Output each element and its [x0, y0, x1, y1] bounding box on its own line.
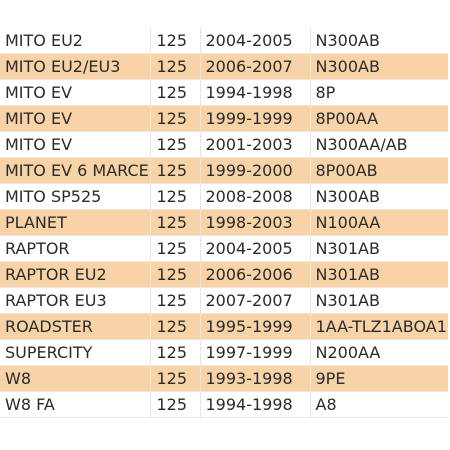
- displacement-cell: 125: [150, 131, 201, 158]
- model-table: MITO EU2 125 2004-2005 N300AB MITO EU2/EU3 12…: [0, 28, 448, 418]
- table-row: MITO EV 6 MARCE 125 1999-2000 8P00AB: [0, 157, 448, 184]
- engine-code-cell: N300AB: [310, 28, 448, 54]
- displacement-cell: 125: [150, 287, 201, 314]
- table-row: MITO EU2 125 2004-2005 N300AB: [0, 28, 448, 54]
- model-cell: RAPTOR EU3: [0, 287, 151, 314]
- years-cell: 2007-2007: [200, 287, 311, 314]
- model-cell: W8: [0, 365, 151, 392]
- engine-code-cell: 8P00AA: [310, 105, 448, 132]
- engine-code-cell: 9PE: [310, 365, 448, 392]
- model-cell: MITO EV: [0, 79, 151, 106]
- years-cell: 1994-1998: [200, 79, 311, 106]
- model-cell: SUPERCITY: [0, 339, 151, 366]
- displacement-cell: 125: [150, 183, 201, 210]
- engine-code-cell: 1AA-TLZ1ABOA1: [310, 313, 448, 340]
- engine-code-cell: A8: [310, 391, 448, 418]
- model-cell: MITO EV: [0, 105, 151, 132]
- engine-code-cell: N301AB: [310, 235, 448, 262]
- years-cell: 1997-1999: [200, 339, 311, 366]
- displacement-cell: 125: [150, 105, 201, 132]
- model-cell: RAPTOR: [0, 235, 151, 262]
- displacement-cell: 125: [150, 365, 201, 392]
- model-cell: MITO EU2/EU3: [0, 53, 151, 80]
- displacement-cell: 125: [150, 339, 201, 366]
- engine-code-cell: N100AA: [310, 209, 448, 236]
- engine-code-cell: N200AA: [310, 339, 448, 366]
- displacement-cell: 125: [150, 157, 201, 184]
- years-cell: 2006-2007: [200, 53, 311, 80]
- table-row: MITO EV 125 1999-1999 8P00AA: [0, 105, 448, 132]
- displacement-cell: 125: [150, 235, 201, 262]
- years-cell: 1999-1999: [200, 105, 311, 132]
- table-row: PLANET 125 1998-2003 N100AA: [0, 209, 448, 236]
- model-cell: MITO EU2: [0, 28, 151, 54]
- displacement-cell: 125: [150, 209, 201, 236]
- model-cell: W8 FA: [0, 391, 151, 418]
- years-cell: 2001-2003: [200, 131, 311, 158]
- model-cell: MITO EV: [0, 131, 151, 158]
- model-cell: RAPTOR EU2: [0, 261, 151, 288]
- table-row: RAPTOR EU3 125 2007-2007 N301AB: [0, 287, 448, 314]
- table-row: W8 125 1993-1998 9PE: [0, 365, 448, 392]
- table-row: ROADSTER 125 1995-1999 1AA-TLZ1ABOA1: [0, 313, 448, 340]
- model-cell: MITO EV 6 MARCE: [0, 157, 151, 184]
- years-cell: 1999-2000: [200, 157, 311, 184]
- table-row: MITO SP525 125 2008-2008 N300AB: [0, 183, 448, 210]
- displacement-cell: 125: [150, 53, 201, 80]
- engine-code-cell: N300AA/AB: [310, 131, 448, 158]
- years-cell: 2008-2008: [200, 183, 311, 210]
- displacement-cell: 125: [150, 28, 201, 54]
- table-row: RAPTOR EU2 125 2006-2006 N301AB: [0, 261, 448, 288]
- years-cell: 2006-2006: [200, 261, 311, 288]
- table-row: MITO EV 125 1994-1998 8P: [0, 79, 448, 106]
- model-cell: PLANET: [0, 209, 151, 236]
- engine-code-cell: N301AB: [310, 287, 448, 314]
- engine-code-cell: N300AB: [310, 53, 448, 80]
- engine-code-cell: 8P: [310, 79, 448, 106]
- engine-code-cell: N301AB: [310, 261, 448, 288]
- table-row: W8 FA 125 1994-1998 A8: [0, 391, 448, 418]
- years-cell: 1995-1999: [200, 313, 311, 340]
- years-cell: 1998-2003: [200, 209, 311, 236]
- engine-code-cell: 8P00AB: [310, 157, 448, 184]
- years-cell: 1994-1998: [200, 391, 311, 418]
- table-row: RAPTOR 125 2004-2005 N301AB: [0, 235, 448, 262]
- displacement-cell: 125: [150, 391, 201, 418]
- engine-code-cell: N300AB: [310, 183, 448, 210]
- years-cell: 1993-1998: [200, 365, 311, 392]
- table-row: MITO EU2/EU3 125 2006-2007 N300AB: [0, 53, 448, 80]
- model-cell: MITO SP525: [0, 183, 151, 210]
- model-table-body: MITO EU2 125 2004-2005 N300AB MITO EU2/EU3 12…: [0, 28, 448, 418]
- displacement-cell: 125: [150, 79, 201, 106]
- model-cell: ROADSTER: [0, 313, 151, 340]
- model-table-container: MITO EU2 125 2004-2005 N300AB MITO EU2/EU3 12…: [0, 28, 450, 418]
- displacement-cell: 125: [150, 313, 201, 340]
- years-cell: 2004-2005: [200, 28, 311, 54]
- displacement-cell: 125: [150, 261, 201, 288]
- years-cell: 2004-2005: [200, 235, 311, 262]
- table-row: MITO EV 125 2001-2003 N300AA/AB: [0, 131, 448, 158]
- table-row: SUPERCITY 125 1997-1999 N200AA: [0, 339, 448, 366]
